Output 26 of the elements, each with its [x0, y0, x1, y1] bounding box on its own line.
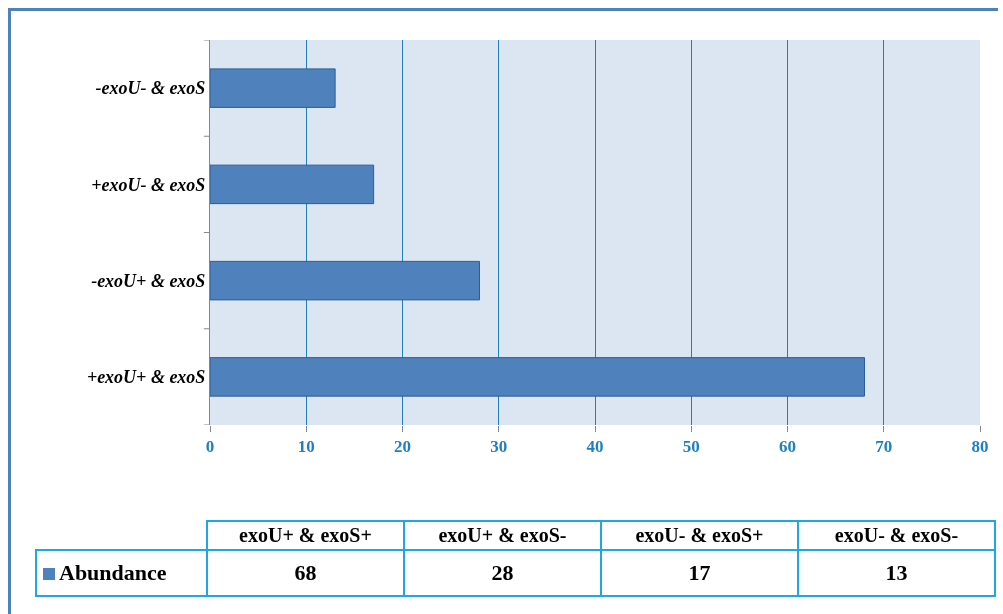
y-tick-label: -exoU- & exoS — [95, 78, 206, 99]
x-tick-label: 30 — [490, 437, 508, 457]
x-tick-label: 10 — [297, 437, 315, 457]
bar — [210, 260, 480, 301]
category-label: exoU- & exoS- — [798, 521, 995, 550]
data-label: 68 — [207, 550, 404, 596]
y-tick-label: +exoU- & exoS — [91, 174, 206, 195]
y-tick-label: -exoU+ & exoS — [91, 270, 206, 291]
data-label: 13 — [798, 550, 995, 596]
bar — [210, 357, 865, 397]
category-label: exoU- & exoS+ — [601, 521, 798, 550]
x-tick-label: 50 — [682, 437, 700, 457]
x-tick-label: 60 — [779, 437, 796, 457]
x-tick-label: 0 — [205, 437, 215, 457]
x-tick-label: 40 — [586, 437, 604, 457]
x-tick-label: 80 — [971, 437, 989, 457]
x-tick-label: 20 — [394, 437, 411, 457]
legend-label: Abundance — [59, 560, 167, 585]
category-label: exoU+ & exoS+ — [207, 521, 404, 550]
data-label: 17 — [601, 550, 798, 596]
category-label: exoU+ & exoS- — [404, 521, 601, 550]
x-tick-label: 70 — [875, 437, 893, 457]
data-label: 28 — [404, 550, 601, 596]
bar — [210, 164, 375, 205]
bar — [210, 68, 336, 108]
y-tick-label: +exoU+ & exoS — [86, 367, 206, 388]
